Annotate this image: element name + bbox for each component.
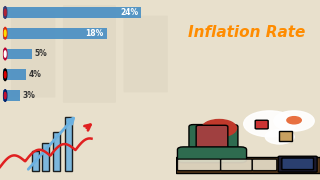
Circle shape	[4, 69, 7, 81]
FancyBboxPatch shape	[189, 125, 238, 155]
FancyBboxPatch shape	[176, 157, 320, 173]
FancyBboxPatch shape	[196, 125, 228, 150]
Text: Inflation Rate: Inflation Rate	[188, 25, 305, 40]
Text: 5%: 5%	[34, 50, 47, 59]
FancyBboxPatch shape	[11, 10, 55, 98]
Bar	[3, 69, 26, 80]
FancyBboxPatch shape	[252, 159, 277, 171]
Circle shape	[4, 72, 6, 78]
Text: 4%: 4%	[28, 70, 41, 79]
FancyBboxPatch shape	[279, 131, 292, 141]
Circle shape	[4, 51, 6, 57]
Bar	[3, 28, 107, 39]
FancyBboxPatch shape	[282, 158, 314, 170]
Circle shape	[4, 7, 7, 18]
FancyBboxPatch shape	[124, 16, 168, 92]
FancyBboxPatch shape	[63, 5, 116, 103]
Circle shape	[4, 92, 6, 99]
Circle shape	[4, 48, 7, 60]
Circle shape	[274, 111, 314, 131]
FancyBboxPatch shape	[42, 143, 49, 171]
FancyBboxPatch shape	[177, 147, 247, 163]
FancyBboxPatch shape	[32, 151, 39, 171]
Text: 3%: 3%	[22, 91, 36, 100]
FancyBboxPatch shape	[53, 132, 60, 171]
FancyBboxPatch shape	[65, 117, 72, 171]
Circle shape	[287, 117, 301, 124]
Bar	[3, 90, 20, 101]
Circle shape	[4, 30, 6, 36]
Circle shape	[4, 27, 7, 39]
FancyBboxPatch shape	[278, 156, 317, 172]
Circle shape	[265, 130, 294, 144]
FancyBboxPatch shape	[255, 120, 268, 129]
Bar	[3, 49, 32, 59]
Circle shape	[4, 9, 6, 16]
Text: 24%: 24%	[120, 8, 139, 17]
FancyBboxPatch shape	[221, 159, 252, 171]
FancyBboxPatch shape	[177, 159, 221, 171]
Circle shape	[202, 120, 236, 137]
Text: 18%: 18%	[86, 29, 104, 38]
Bar	[3, 7, 141, 18]
Circle shape	[244, 111, 296, 137]
Circle shape	[4, 90, 7, 101]
